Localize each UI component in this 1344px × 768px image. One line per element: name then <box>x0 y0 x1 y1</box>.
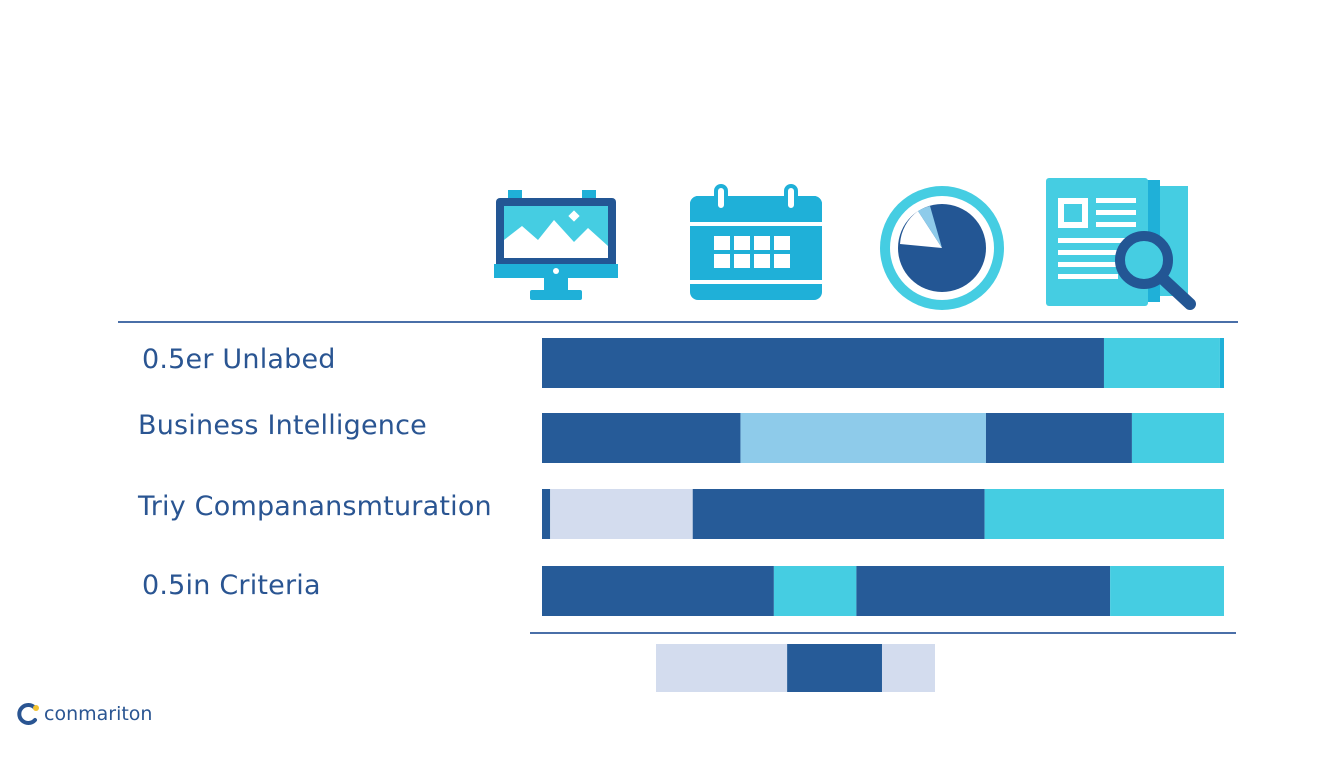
bar-row-2-segment-4 <box>1131 413 1224 463</box>
bar-row-3-segment-4 <box>984 489 1224 539</box>
bar-extra-segment-1 <box>656 644 788 692</box>
bar-row-2-segment-3 <box>985 413 1132 463</box>
row-label-4: 0.5in Criteria <box>142 570 321 601</box>
bar-row-1-segment-3 <box>1219 338 1224 388</box>
bar-extra-segment-2 <box>787 644 882 692</box>
bottom-rule <box>530 632 1236 634</box>
bar-extra-segment-3 <box>881 644 935 692</box>
brand-c-logo-icon <box>17 703 39 725</box>
top-rule <box>118 321 1238 323</box>
bar-row-4-segment-1 <box>542 566 774 616</box>
bar-row-4-segment-4 <box>1110 566 1224 616</box>
bar-row-3-segment-2 <box>550 489 693 539</box>
bar-row-1-segment-2 <box>1103 338 1220 388</box>
bar-row-3-segment-3 <box>692 489 985 539</box>
row-label-1: 0.5er Unlabed <box>142 344 336 375</box>
bar-row-2-segment-2 <box>740 413 986 463</box>
brand-logo: conmariton <box>16 702 152 726</box>
row-label-2: Business Intelligence <box>138 410 427 441</box>
bar-row-4-segment-2 <box>773 566 857 616</box>
bar-row-3-segment-1 <box>542 489 551 539</box>
bar-row-1-segment-1 <box>542 338 1104 388</box>
brand-name: conmariton <box>44 703 153 725</box>
calendar-icon <box>690 184 822 300</box>
pie-chart-icon <box>880 186 1004 310</box>
document-search-icon <box>1046 178 1196 310</box>
monitor-landscape-icon <box>494 190 618 300</box>
bar-row-2-segment-1 <box>542 413 741 463</box>
row-label-3: Triy Companansmturation <box>138 491 492 522</box>
bar-row-4-segment-3 <box>856 566 1111 616</box>
